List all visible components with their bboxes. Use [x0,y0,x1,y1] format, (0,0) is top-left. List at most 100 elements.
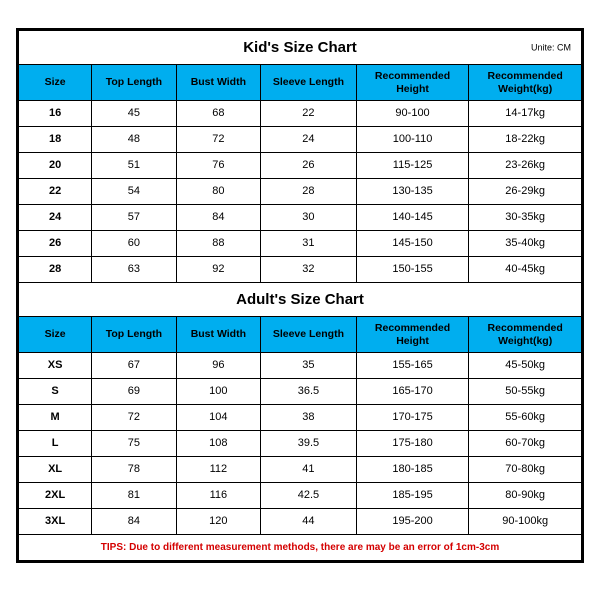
adults-cell: 35 [261,353,357,379]
kids-cell: 31 [261,231,357,257]
kids-header-row: SizeTop LengthBust WidthSleeve LengthRec… [19,65,582,101]
kids-row: 18487224100-11018-22kg [19,127,582,153]
kids-col-4: Recommended Height [356,65,469,101]
adults-cell: 81 [92,483,176,509]
tips-text: TIPS: Due to different measurement metho… [19,535,582,561]
adults-cell: 195-200 [356,509,469,535]
adults-row: L7510839.5175-18060-70kg [19,431,582,457]
unite-label: Unite: CM [531,42,571,53]
adults-cell: 55-60kg [469,405,582,431]
adults-cell: 185-195 [356,483,469,509]
adults-cell: 116 [176,483,260,509]
kids-cell: 22 [19,179,92,205]
kids-row: 20517626115-12523-26kg [19,153,582,179]
adults-cell: 78 [92,457,176,483]
kids-cell: 18-22kg [469,127,582,153]
adults-col-4: Recommended Height [356,317,469,353]
kids-cell: 68 [176,101,260,127]
kids-row: 22548028130-13526-29kg [19,179,582,205]
kids-row: 28639232150-15540-45kg [19,257,582,283]
kids-cell: 145-150 [356,231,469,257]
kids-cell: 48 [92,127,176,153]
adults-cell: XS [19,353,92,379]
size-chart-table: Kid's Size ChartUnite: CMSizeTop LengthB… [18,30,582,561]
kids-cell: 57 [92,205,176,231]
kids-cell: 20 [19,153,92,179]
kids-cell: 14-17kg [469,101,582,127]
adults-cell: 170-175 [356,405,469,431]
kids-row: 26608831145-15035-40kg [19,231,582,257]
kids-cell: 18 [19,127,92,153]
kids-cell: 26 [19,231,92,257]
adults-cell: 180-185 [356,457,469,483]
adults-cell: S [19,379,92,405]
kids-cell: 90-100 [356,101,469,127]
adults-cell: 70-80kg [469,457,582,483]
adults-cell: XL [19,457,92,483]
kids-cell: 130-135 [356,179,469,205]
adults-cell: 84 [92,509,176,535]
adults-cell: 45-50kg [469,353,582,379]
adults-title-row: Adult's Size Chart [19,283,582,317]
kids-col-5: Recommended Weight(kg) [469,65,582,101]
kids-cell: 72 [176,127,260,153]
kids-cell: 100-110 [356,127,469,153]
adults-cell: 72 [92,405,176,431]
adults-cell: 41 [261,457,357,483]
kids-title-row: Kid's Size Chart Unite: CM [19,31,582,65]
adults-col-3: Sleeve Length [261,317,357,353]
kids-cell: 88 [176,231,260,257]
kids-cell: 28 [261,179,357,205]
adults-cell: 67 [92,353,176,379]
adults-col-5: Recommended Weight(kg) [469,317,582,353]
adults-cell: 60-70kg [469,431,582,457]
kids-col-1: Top Length [92,65,176,101]
kids-cell: 22 [261,101,357,127]
kids-cell: 92 [176,257,260,283]
adults-cell: 104 [176,405,260,431]
adults-cell: 39.5 [261,431,357,457]
adults-cell: 96 [176,353,260,379]
kids-cell: 84 [176,205,260,231]
adults-cell: L [19,431,92,457]
kids-cell: 24 [19,205,92,231]
adults-row: 3XL8412044195-20090-100kg [19,509,582,535]
adults-cell: 100 [176,379,260,405]
kids-cell: 24 [261,127,357,153]
adults-title: Adult's Size Chart [19,283,582,317]
adults-cell: 44 [261,509,357,535]
adults-cell: 108 [176,431,260,457]
kids-cell: 26 [261,153,357,179]
adults-cell: M [19,405,92,431]
adults-cell: 165-170 [356,379,469,405]
kids-cell: 35-40kg [469,231,582,257]
kids-col-3: Sleeve Length [261,65,357,101]
kids-row: 1645682290-10014-17kg [19,101,582,127]
adults-cell: 42.5 [261,483,357,509]
tips-row: TIPS: Due to different measurement metho… [19,535,582,561]
adults-cell: 36.5 [261,379,357,405]
kids-cell: 60 [92,231,176,257]
kids-cell: 54 [92,179,176,205]
kids-cell: 32 [261,257,357,283]
kids-title: Kid's Size Chart [243,39,357,56]
kids-row: 24578430140-14530-35kg [19,205,582,231]
adults-col-2: Bust Width [176,317,260,353]
adults-cell: 50-55kg [469,379,582,405]
adults-row: XS679635155-16545-50kg [19,353,582,379]
kids-cell: 23-26kg [469,153,582,179]
adults-cell: 120 [176,509,260,535]
adults-cell: 175-180 [356,431,469,457]
adults-col-0: Size [19,317,92,353]
adults-cell: 38 [261,405,357,431]
adults-col-1: Top Length [92,317,176,353]
adults-cell: 90-100kg [469,509,582,535]
kids-cell: 26-29kg [469,179,582,205]
adults-row: XL7811241180-18570-80kg [19,457,582,483]
adults-row: M7210438170-17555-60kg [19,405,582,431]
kids-col-0: Size [19,65,92,101]
kids-cell: 40-45kg [469,257,582,283]
kids-cell: 80 [176,179,260,205]
adults-cell: 80-90kg [469,483,582,509]
kids-cell: 28 [19,257,92,283]
